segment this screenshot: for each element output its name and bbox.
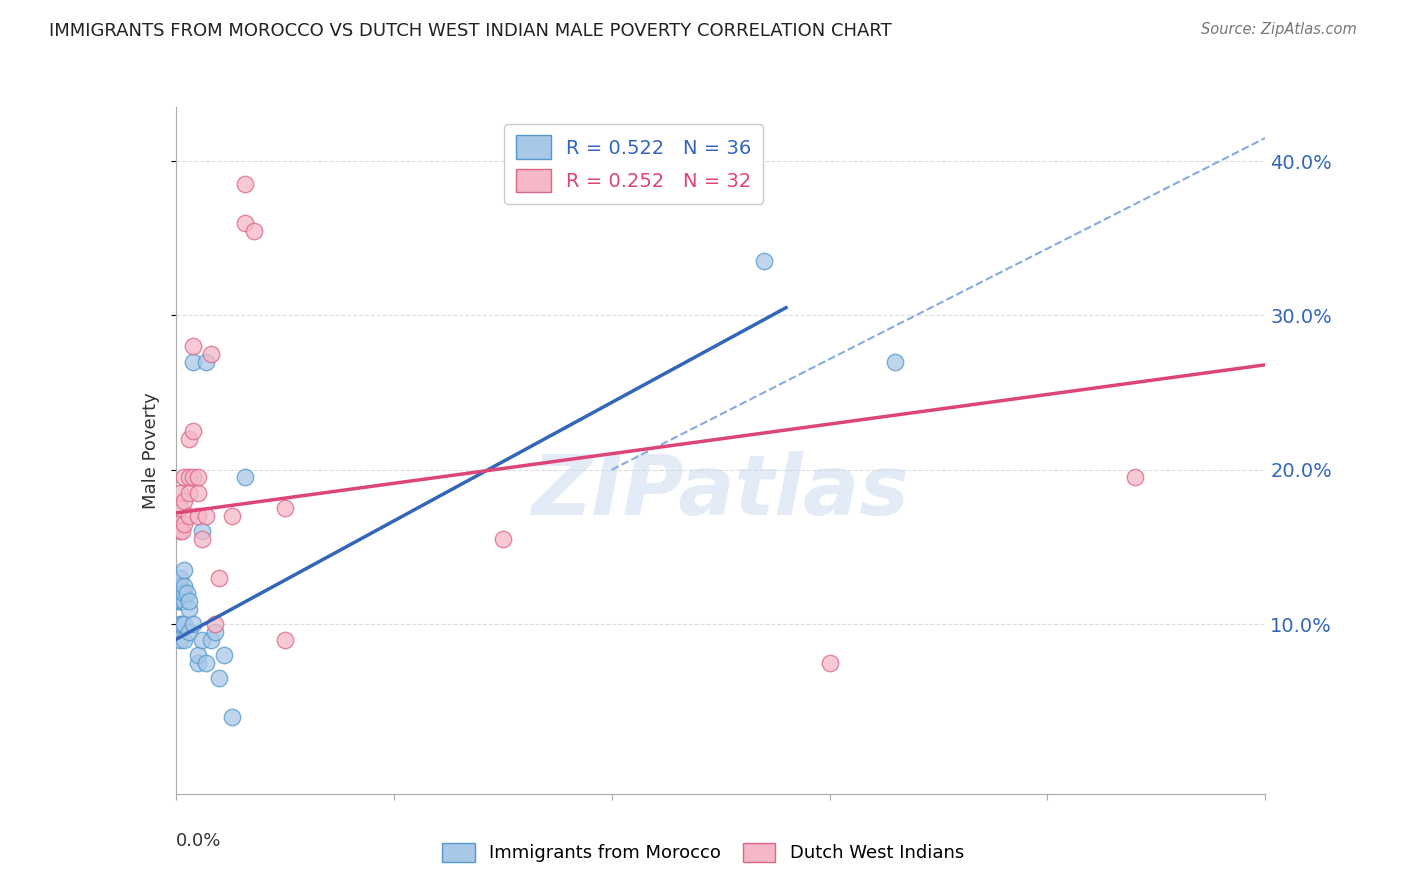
Point [173, 470, 195, 484]
Point [173, 493, 195, 508]
Point [818, 656, 841, 670]
Point [186, 648, 209, 662]
Y-axis label: Male Poverty: Male Poverty [142, 392, 160, 508]
Point [176, 586, 198, 600]
Point [195, 509, 218, 524]
Point [177, 601, 200, 615]
Point [191, 632, 214, 647]
Point [169, 578, 191, 592]
Legend: R = 0.522   N = 36, R = 0.252   N = 32: R = 0.522 N = 36, R = 0.252 N = 32 [503, 124, 763, 204]
Point [177, 470, 200, 484]
Text: 0.0%: 0.0% [176, 831, 221, 850]
Point [204, 617, 226, 632]
Point [186, 470, 209, 484]
Legend: Immigrants from Morocco, Dutch West Indians: Immigrants from Morocco, Dutch West Indi… [434, 836, 972, 870]
Point [169, 486, 191, 500]
Point [169, 594, 191, 608]
Point [186, 509, 209, 524]
Text: ZIPatlas: ZIPatlas [531, 451, 910, 533]
Point [172, 586, 194, 600]
Point [173, 563, 195, 577]
Point [274, 632, 297, 647]
Point [173, 617, 195, 632]
Point [1123, 470, 1146, 484]
Point [169, 617, 191, 632]
Point [173, 632, 195, 647]
Text: Source: ZipAtlas.com: Source: ZipAtlas.com [1201, 22, 1357, 37]
Point [181, 339, 204, 353]
Point [167, 578, 190, 592]
Point [274, 501, 297, 516]
Point [173, 594, 195, 608]
Point [172, 617, 194, 632]
Point [181, 424, 204, 438]
Point [173, 586, 195, 600]
Point [221, 509, 243, 524]
Point [195, 355, 218, 369]
Point [173, 516, 195, 531]
Point [181, 617, 204, 632]
Point [754, 254, 776, 268]
Point [221, 709, 243, 723]
Point [172, 524, 194, 539]
Point [235, 216, 257, 230]
Point [208, 571, 231, 585]
Point [169, 632, 191, 647]
Point [172, 594, 194, 608]
Text: IMMIGRANTS FROM MOROCCO VS DUTCH WEST INDIAN MALE POVERTY CORRELATION CHART: IMMIGRANTS FROM MOROCCO VS DUTCH WEST IN… [49, 22, 891, 40]
Point [177, 432, 200, 446]
Point [177, 624, 200, 639]
Point [243, 223, 266, 237]
Point [235, 470, 257, 484]
Point [186, 656, 209, 670]
Point [167, 516, 190, 531]
Point [169, 524, 191, 539]
Point [177, 509, 200, 524]
Point [195, 656, 218, 670]
Point [186, 486, 209, 500]
Point [181, 355, 204, 369]
Point [181, 470, 204, 484]
Point [492, 532, 515, 546]
Point [200, 632, 222, 647]
Point [167, 594, 190, 608]
Point [200, 347, 222, 361]
Point [235, 178, 257, 192]
Point [212, 648, 235, 662]
Point [173, 578, 195, 592]
Point [191, 532, 214, 546]
Point [884, 355, 907, 369]
Point [191, 524, 214, 539]
Point [177, 594, 200, 608]
Point [204, 624, 226, 639]
Point [208, 671, 231, 685]
Point [169, 571, 191, 585]
Point [169, 501, 191, 516]
Point [177, 486, 200, 500]
